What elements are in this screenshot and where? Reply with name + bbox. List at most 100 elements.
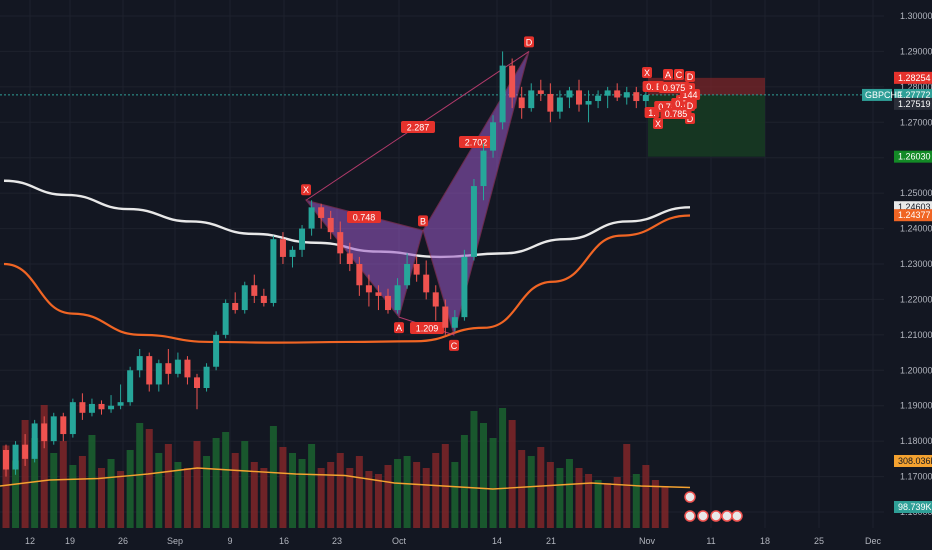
volume-bar <box>594 480 602 528</box>
pattern-point-badge <box>449 339 459 351</box>
candle-body <box>289 249 296 257</box>
volume-bar <box>155 453 163 528</box>
candle-body <box>451 317 458 328</box>
candle-body <box>270 239 277 303</box>
volume-bar <box>164 444 172 528</box>
event-marker-icon <box>710 510 722 522</box>
small-pattern-label: X <box>644 68 650 78</box>
pattern-point-label-d: D <box>526 37 533 47</box>
volume-bar <box>585 474 593 528</box>
volume-bar <box>78 456 86 528</box>
price-tick-label: 1.25000 <box>900 188 932 198</box>
small-pattern-badge <box>663 69 673 80</box>
price-tick-label: 1.20000 <box>900 365 932 375</box>
volume-bar <box>2 445 10 528</box>
volume-bar <box>546 462 554 528</box>
volume-bar <box>623 444 631 528</box>
candle-body <box>556 97 563 112</box>
small-pattern-label: D <box>687 114 694 124</box>
candle-body <box>576 90 582 105</box>
candle-body <box>595 95 602 102</box>
candle-body <box>480 150 487 187</box>
volume-bar <box>470 411 478 528</box>
volume-bar <box>527 456 535 528</box>
volume-bar <box>317 468 325 528</box>
pattern-point-badge <box>394 322 404 334</box>
candle-body <box>346 253 353 264</box>
time-tick-label: 19 <box>65 536 75 546</box>
time-tick-label: 11 <box>706 536 715 546</box>
time-tick-label: 21 <box>546 536 556 546</box>
price-tick-label: 1.24000 <box>900 224 932 234</box>
time-tick-label: 16 <box>279 536 289 546</box>
time-axis-bg <box>0 530 932 550</box>
volume-bar <box>308 444 316 528</box>
volume-bar <box>279 447 287 528</box>
volume-bar <box>289 453 296 528</box>
time-tick-label: Sep <box>167 536 183 546</box>
small-pattern-label: X <box>655 119 661 129</box>
candle-body <box>614 90 621 98</box>
candle-body <box>442 306 449 328</box>
candle-body <box>3 450 9 470</box>
pattern-ratio-label: 0.748 <box>353 213 376 223</box>
candle-body <box>88 403 95 413</box>
small-pattern-label: 0. <box>646 82 654 92</box>
small-pattern-label: D <box>687 101 694 111</box>
pattern-point-label-x: X <box>303 185 309 195</box>
time-axis[interactable]: 12 19 26 Sep 9 16 23 Oct 14 21 Nov 11 18 25 Dec <box>0 530 932 550</box>
volume-bar <box>613 477 621 528</box>
candle-body <box>642 95 649 102</box>
small-pattern-label: 0.78 <box>675 99 693 109</box>
price-tick-label: 1.21000 <box>900 330 932 340</box>
candle-body <box>394 285 401 311</box>
candle-body <box>585 101 592 105</box>
price-tag-value: 1.27772 <box>898 90 931 100</box>
candle-body <box>31 423 38 459</box>
volume-bar <box>604 483 612 528</box>
candle-body <box>499 65 506 123</box>
volume-bar <box>575 468 583 528</box>
candle-body <box>12 444 19 470</box>
pattern-ratio-label: 2.702 <box>465 138 488 148</box>
pattern-point-label-b: B <box>420 216 426 226</box>
price-tag-box <box>894 71 932 84</box>
volume-bar <box>260 468 268 528</box>
volume-bar <box>537 447 545 528</box>
price-tag-value: 1.27519 <box>898 99 931 109</box>
volume-bar <box>222 432 230 528</box>
event-marker-icon <box>731 510 743 522</box>
candle-body <box>60 416 67 435</box>
candle-body <box>604 90 611 96</box>
candle-body <box>385 295 391 311</box>
price-tick-label: 1.18000 <box>900 436 932 446</box>
volume-bar <box>632 474 640 528</box>
volume-bar <box>327 462 335 528</box>
volume-bar <box>126 450 134 528</box>
candle-body <box>423 274 430 293</box>
volume-bar <box>480 423 487 528</box>
candle-body <box>174 359 181 374</box>
volume-bar <box>59 441 67 528</box>
candle-body <box>528 90 535 109</box>
price-tag-value: 1.24377 <box>898 210 931 220</box>
candle-body <box>79 402 86 413</box>
event-markers[interactable] <box>684 491 743 522</box>
volume-bar <box>107 459 115 528</box>
price-axis[interactable]: 1.300001.290001.280001.270001.260001.250… <box>884 0 932 530</box>
symbol-tag-box <box>862 88 892 101</box>
pattern-ratio-badge <box>347 211 381 223</box>
pattern-point-badge <box>301 184 311 196</box>
small-pattern-badge <box>674 69 684 80</box>
small-pattern-label: A <box>665 70 671 80</box>
candle-body <box>413 264 420 275</box>
volume-bar <box>98 468 105 528</box>
price-tick-label: 1.19000 <box>900 401 932 411</box>
candle-body <box>547 93 554 112</box>
candle-body <box>194 377 200 388</box>
candle-body <box>461 256 468 318</box>
volume-bar <box>136 423 144 528</box>
